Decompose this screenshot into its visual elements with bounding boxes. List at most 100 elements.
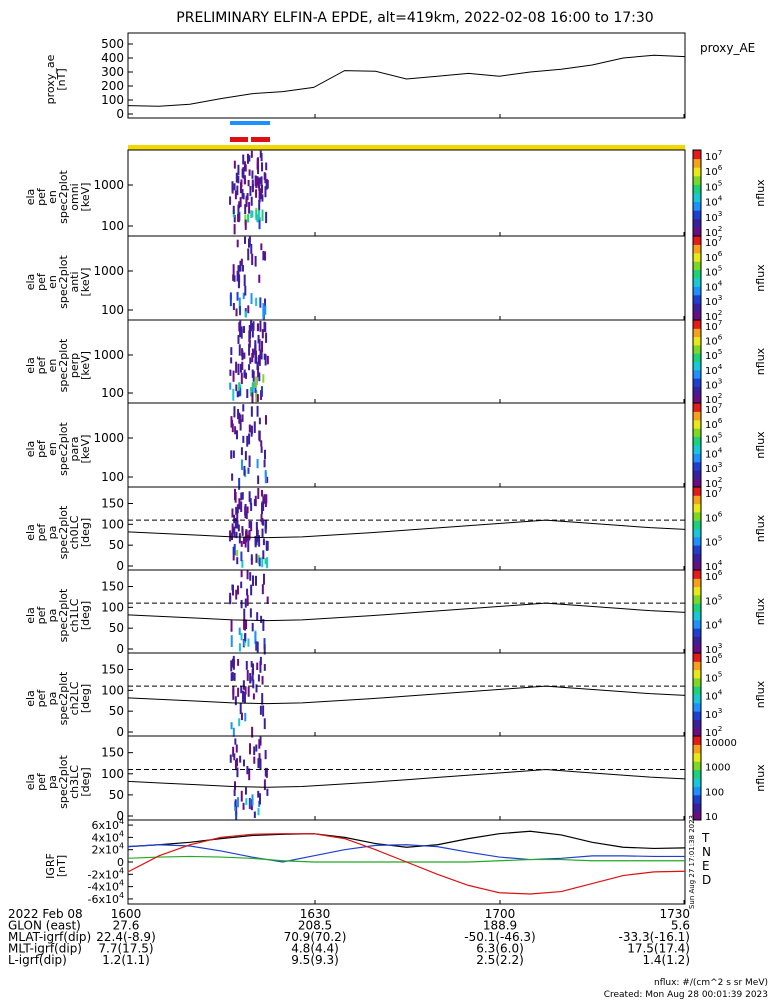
ch2LC-ytick: 150	[101, 663, 124, 677]
spectrogram-pixel	[256, 394, 259, 402]
footer-cell: 1630	[300, 907, 331, 921]
colorbar-7-segment	[693, 727, 701, 737]
spectrogram-pixel	[234, 492, 237, 503]
spectrogram-pixel	[229, 382, 232, 390]
spectrogram-pixel	[254, 345, 257, 353]
ch0LC-ytick: 50	[109, 538, 124, 552]
spectrogram-pixel	[262, 496, 265, 504]
colorbar-3-tick: 105	[705, 347, 722, 362]
igrf-timestamp-note: Sun Aug 27 17:01:38 2023	[688, 815, 696, 909]
spectrogram-pixel	[248, 332, 251, 342]
spectrogram-pixel	[230, 672, 233, 682]
para-ylabel-3: spec2plot	[57, 422, 70, 476]
spectrogram-pixel	[246, 153, 249, 164]
spectrogram-pixel	[259, 349, 262, 359]
spectrogram-pixel	[242, 802, 245, 810]
spectrogram-pixel	[261, 209, 264, 222]
spectrogram-pixel	[258, 557, 261, 567]
ch1LC-frame	[127, 569, 686, 654]
colorbar-5-segment	[693, 503, 701, 513]
para-ylabel-2: en	[46, 442, 59, 456]
spectrogram-pixel	[253, 746, 256, 756]
spectrogram-pixel	[250, 196, 253, 206]
colorbar-1-tick: 107	[705, 148, 722, 163]
spectrogram-pixel	[260, 386, 263, 397]
spectrogram-pixel	[238, 627, 241, 635]
spectrogram-pixel	[238, 643, 241, 652]
spectrogram-pixel	[229, 196, 232, 205]
colorbar-6-label: nflux	[754, 597, 767, 625]
spectrogram-pixel	[252, 321, 255, 331]
spectrogram-pixel	[258, 372, 261, 382]
colorbar-1-segment	[693, 210, 701, 220]
spectrogram-pixel	[240, 570, 243, 578]
para-ylabel-4: para	[68, 437, 81, 462]
spectrogram-pixel	[230, 722, 233, 730]
colorbar-1-segment	[693, 184, 701, 194]
spectrogram-pixel	[247, 686, 250, 697]
igrf-series-T	[127, 830, 686, 850]
colorbar-3-segment	[693, 394, 701, 404]
colorbar-2-tick: 102	[705, 308, 722, 323]
colorbar-4-tick: 102	[705, 475, 722, 490]
spectrogram-pixel	[260, 514, 263, 523]
para-ytick: 1000	[93, 431, 124, 445]
colorbar-4-segment	[693, 470, 701, 480]
colorbar-7-segment	[693, 694, 701, 704]
anti-ytick: 100	[101, 303, 124, 317]
colorbar-3-segment	[693, 344, 701, 354]
spectrogram-pixel	[240, 501, 243, 513]
colorbar-6-segment	[693, 594, 701, 604]
spectrogram-pixel	[249, 743, 252, 755]
spectrogram-pixel	[236, 391, 239, 398]
spectrogram-pixel	[250, 521, 253, 532]
spectrogram-pixel	[262, 307, 265, 319]
spectrogram-pixel	[265, 415, 268, 425]
spectrogram-pixel	[241, 526, 244, 533]
spectrogram-pixel	[260, 440, 263, 447]
spectrogram-pixel	[258, 199, 261, 211]
spectrogram-pixel	[257, 334, 260, 344]
spectrogram-pixel	[259, 736, 262, 746]
spectrogram-pixel	[248, 797, 251, 810]
spectrogram-pixel	[244, 219, 247, 230]
spectrogram-pixel	[254, 631, 257, 644]
colorbar-1-segment	[693, 150, 701, 160]
spectrogram-pixel	[259, 656, 262, 665]
spectrogram-pixel	[237, 277, 240, 289]
colorbar-7-tick: 104	[705, 688, 723, 703]
ch1LC-ytick: 0	[116, 642, 124, 656]
spectrogram-pixel	[242, 292, 245, 300]
spectrogram-pixel	[263, 644, 266, 655]
spectrogram-pixel	[235, 806, 238, 816]
colorbar-2-segment	[693, 303, 701, 313]
spectrogram-pixel	[251, 369, 254, 378]
spectrogram-pixel	[232, 302, 235, 310]
colorbar-1-segment	[693, 193, 701, 203]
ch1LC-ylabel-2: pa	[46, 609, 59, 623]
igrf-ytick: 4x104	[91, 829, 124, 844]
ch1LC-ylabel-3: spec2plot	[57, 588, 70, 642]
spectrogram-pixel	[252, 370, 255, 382]
colorbar-5-segment	[693, 545, 701, 554]
spectrogram-pixel	[263, 718, 266, 730]
spectrogram-pixel	[243, 161, 246, 172]
ch1LC-ylabel-1: pef	[35, 606, 48, 625]
colorbar-8-segment	[693, 786, 701, 796]
colorbar-2-segment	[693, 294, 701, 304]
spectrogram-pixel	[261, 557, 264, 568]
status-bar-yellow	[128, 145, 685, 150]
spectrogram-pixel	[261, 340, 264, 353]
spectrogram-pixel	[250, 243, 253, 254]
ch2LC-ylabel-0: ela	[24, 690, 37, 707]
spectrogram-pixel	[231, 181, 234, 192]
spectrogram-pixel	[232, 688, 235, 700]
spectrogram-pixel	[244, 285, 247, 296]
spectrogram-pixel	[264, 298, 267, 309]
colorbar-6-segment	[693, 619, 701, 629]
spectrogram-pixel	[234, 781, 237, 790]
colorbar-5-segment	[693, 511, 701, 521]
spectrogram-pixel	[259, 661, 262, 673]
spectrogram-pixel	[265, 332, 268, 343]
spectrogram-pixel	[237, 363, 240, 376]
